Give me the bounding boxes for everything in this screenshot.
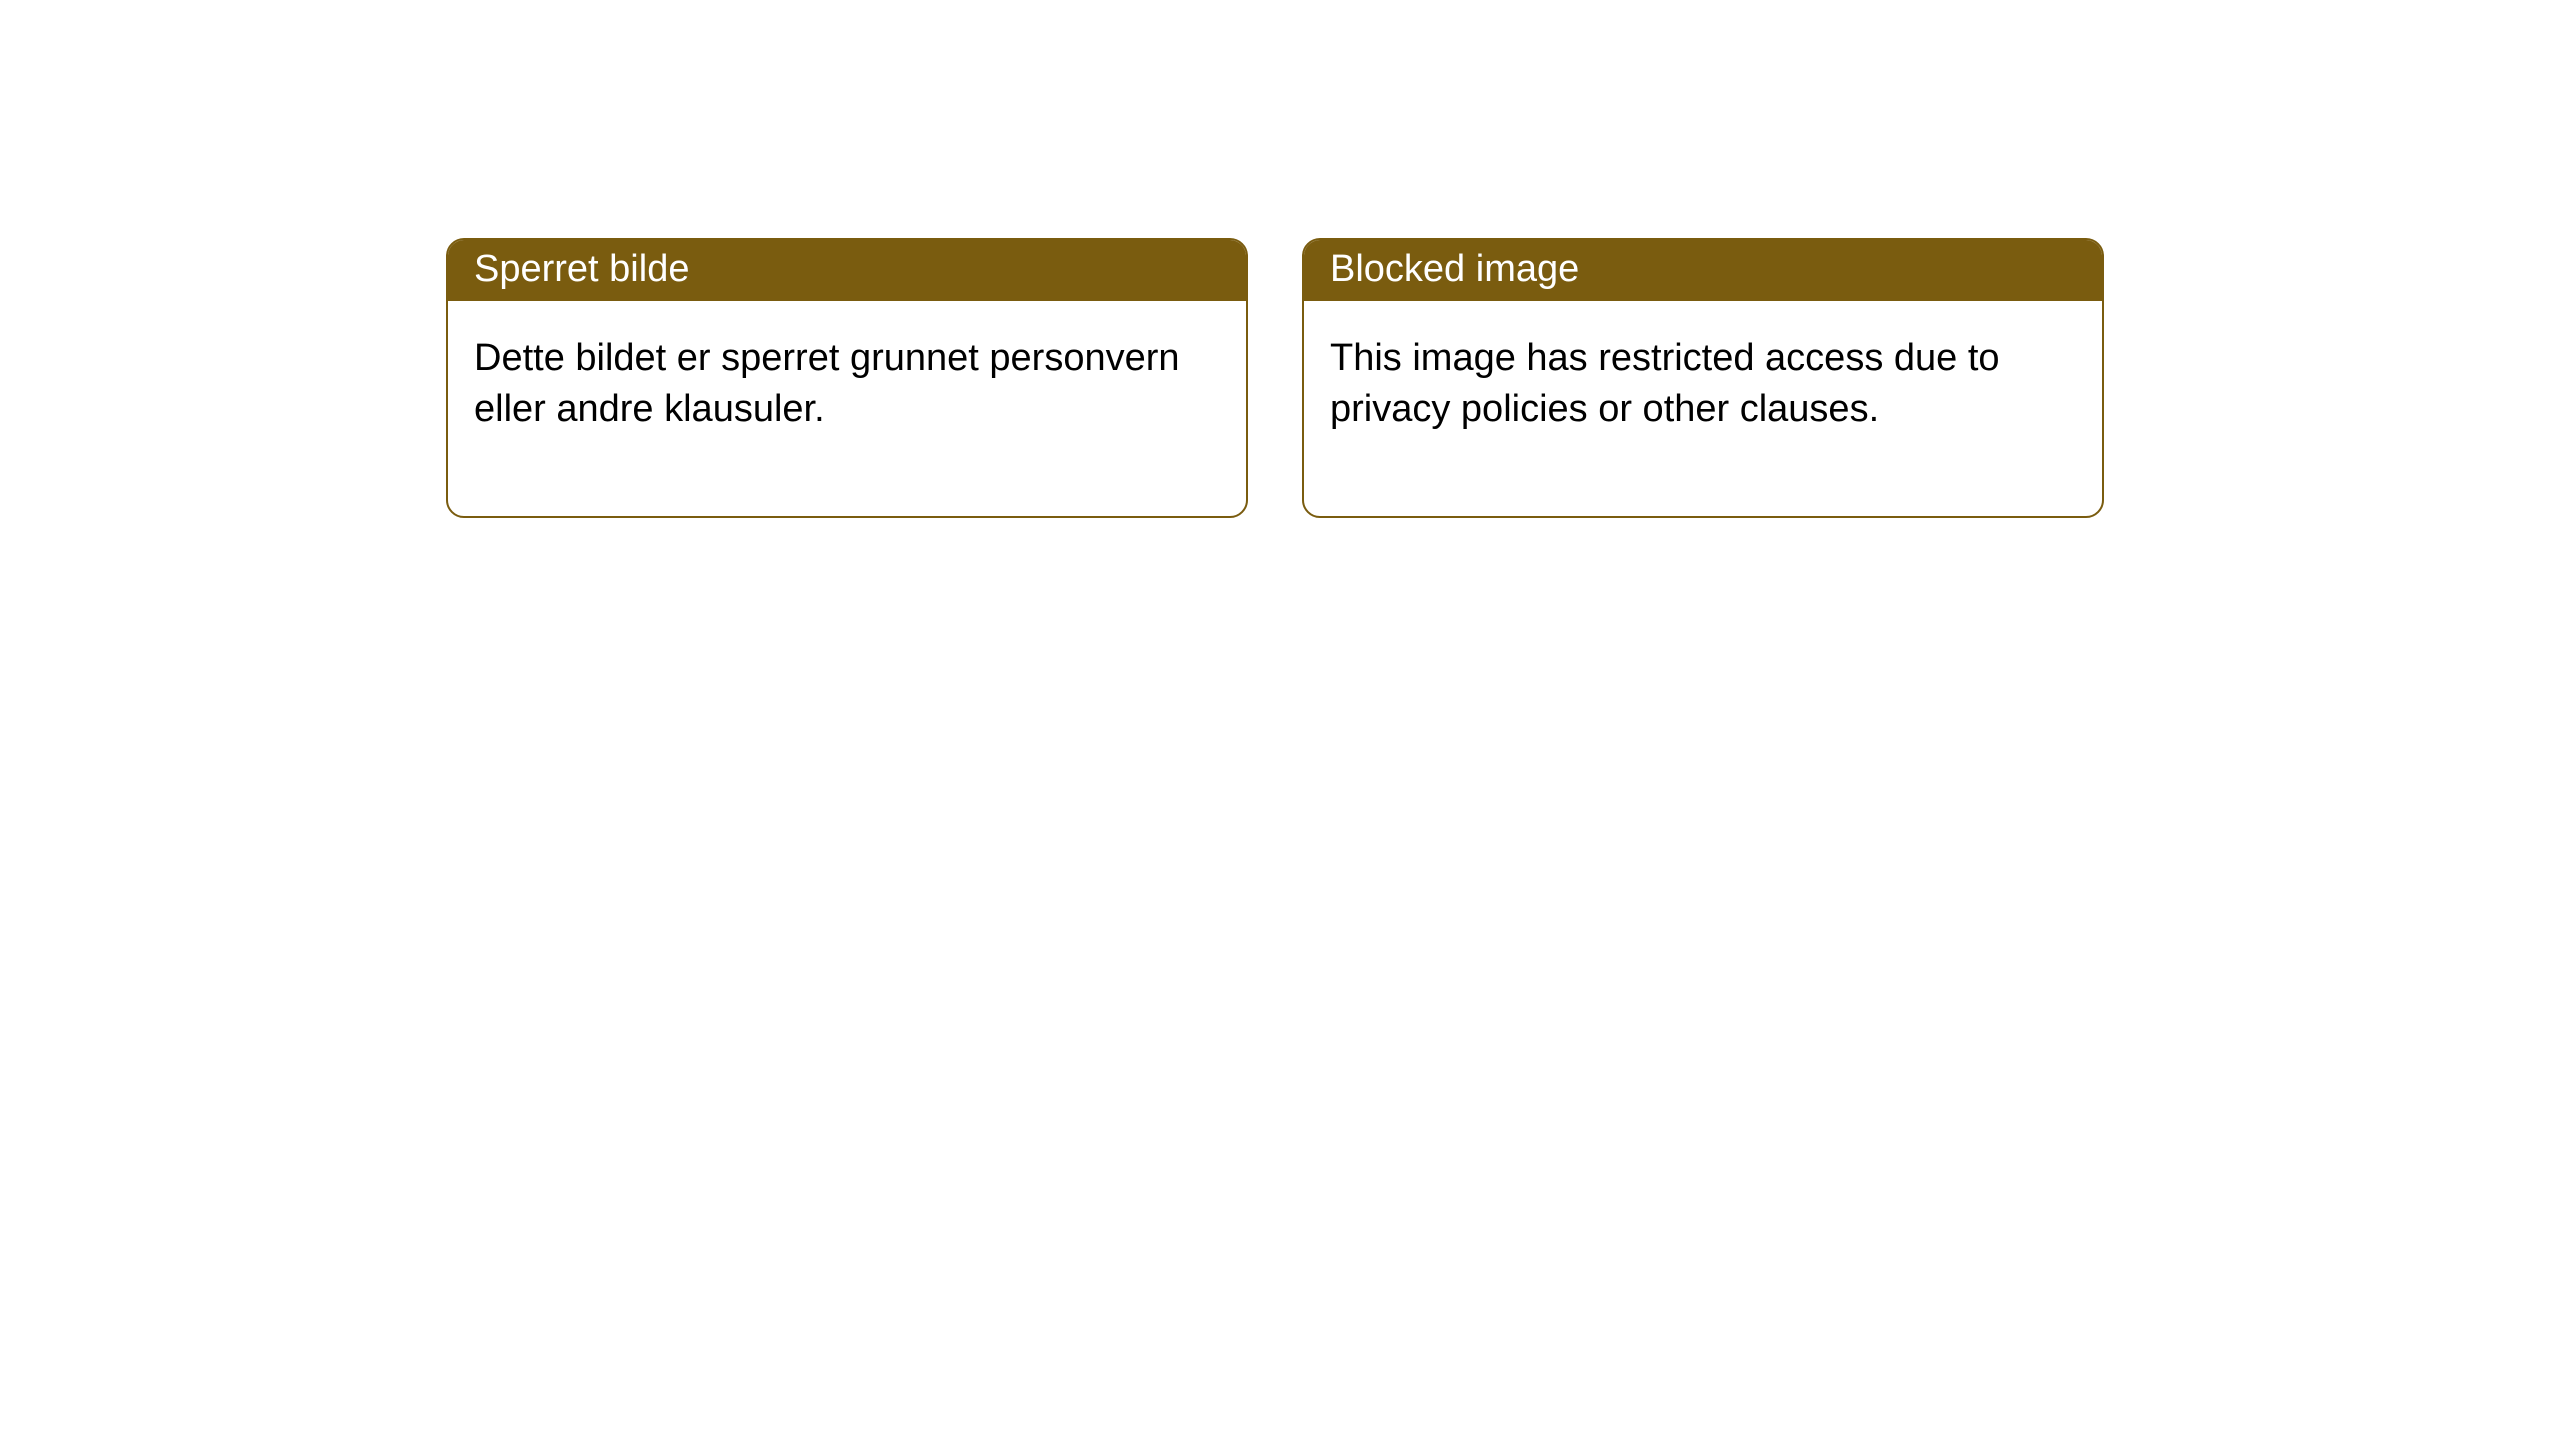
notice-body-english: This image has restricted access due to … xyxy=(1304,301,2102,516)
notice-body-norwegian: Dette bildet er sperret grunnet personve… xyxy=(448,301,1246,516)
notice-card-norwegian: Sperret bilde Dette bildet er sperret gr… xyxy=(446,238,1248,518)
notice-card-english: Blocked image This image has restricted … xyxy=(1302,238,2104,518)
notice-title-english: Blocked image xyxy=(1304,240,2102,301)
notice-title-norwegian: Sperret bilde xyxy=(448,240,1246,301)
notices-container: Sperret bilde Dette bildet er sperret gr… xyxy=(0,0,2560,518)
